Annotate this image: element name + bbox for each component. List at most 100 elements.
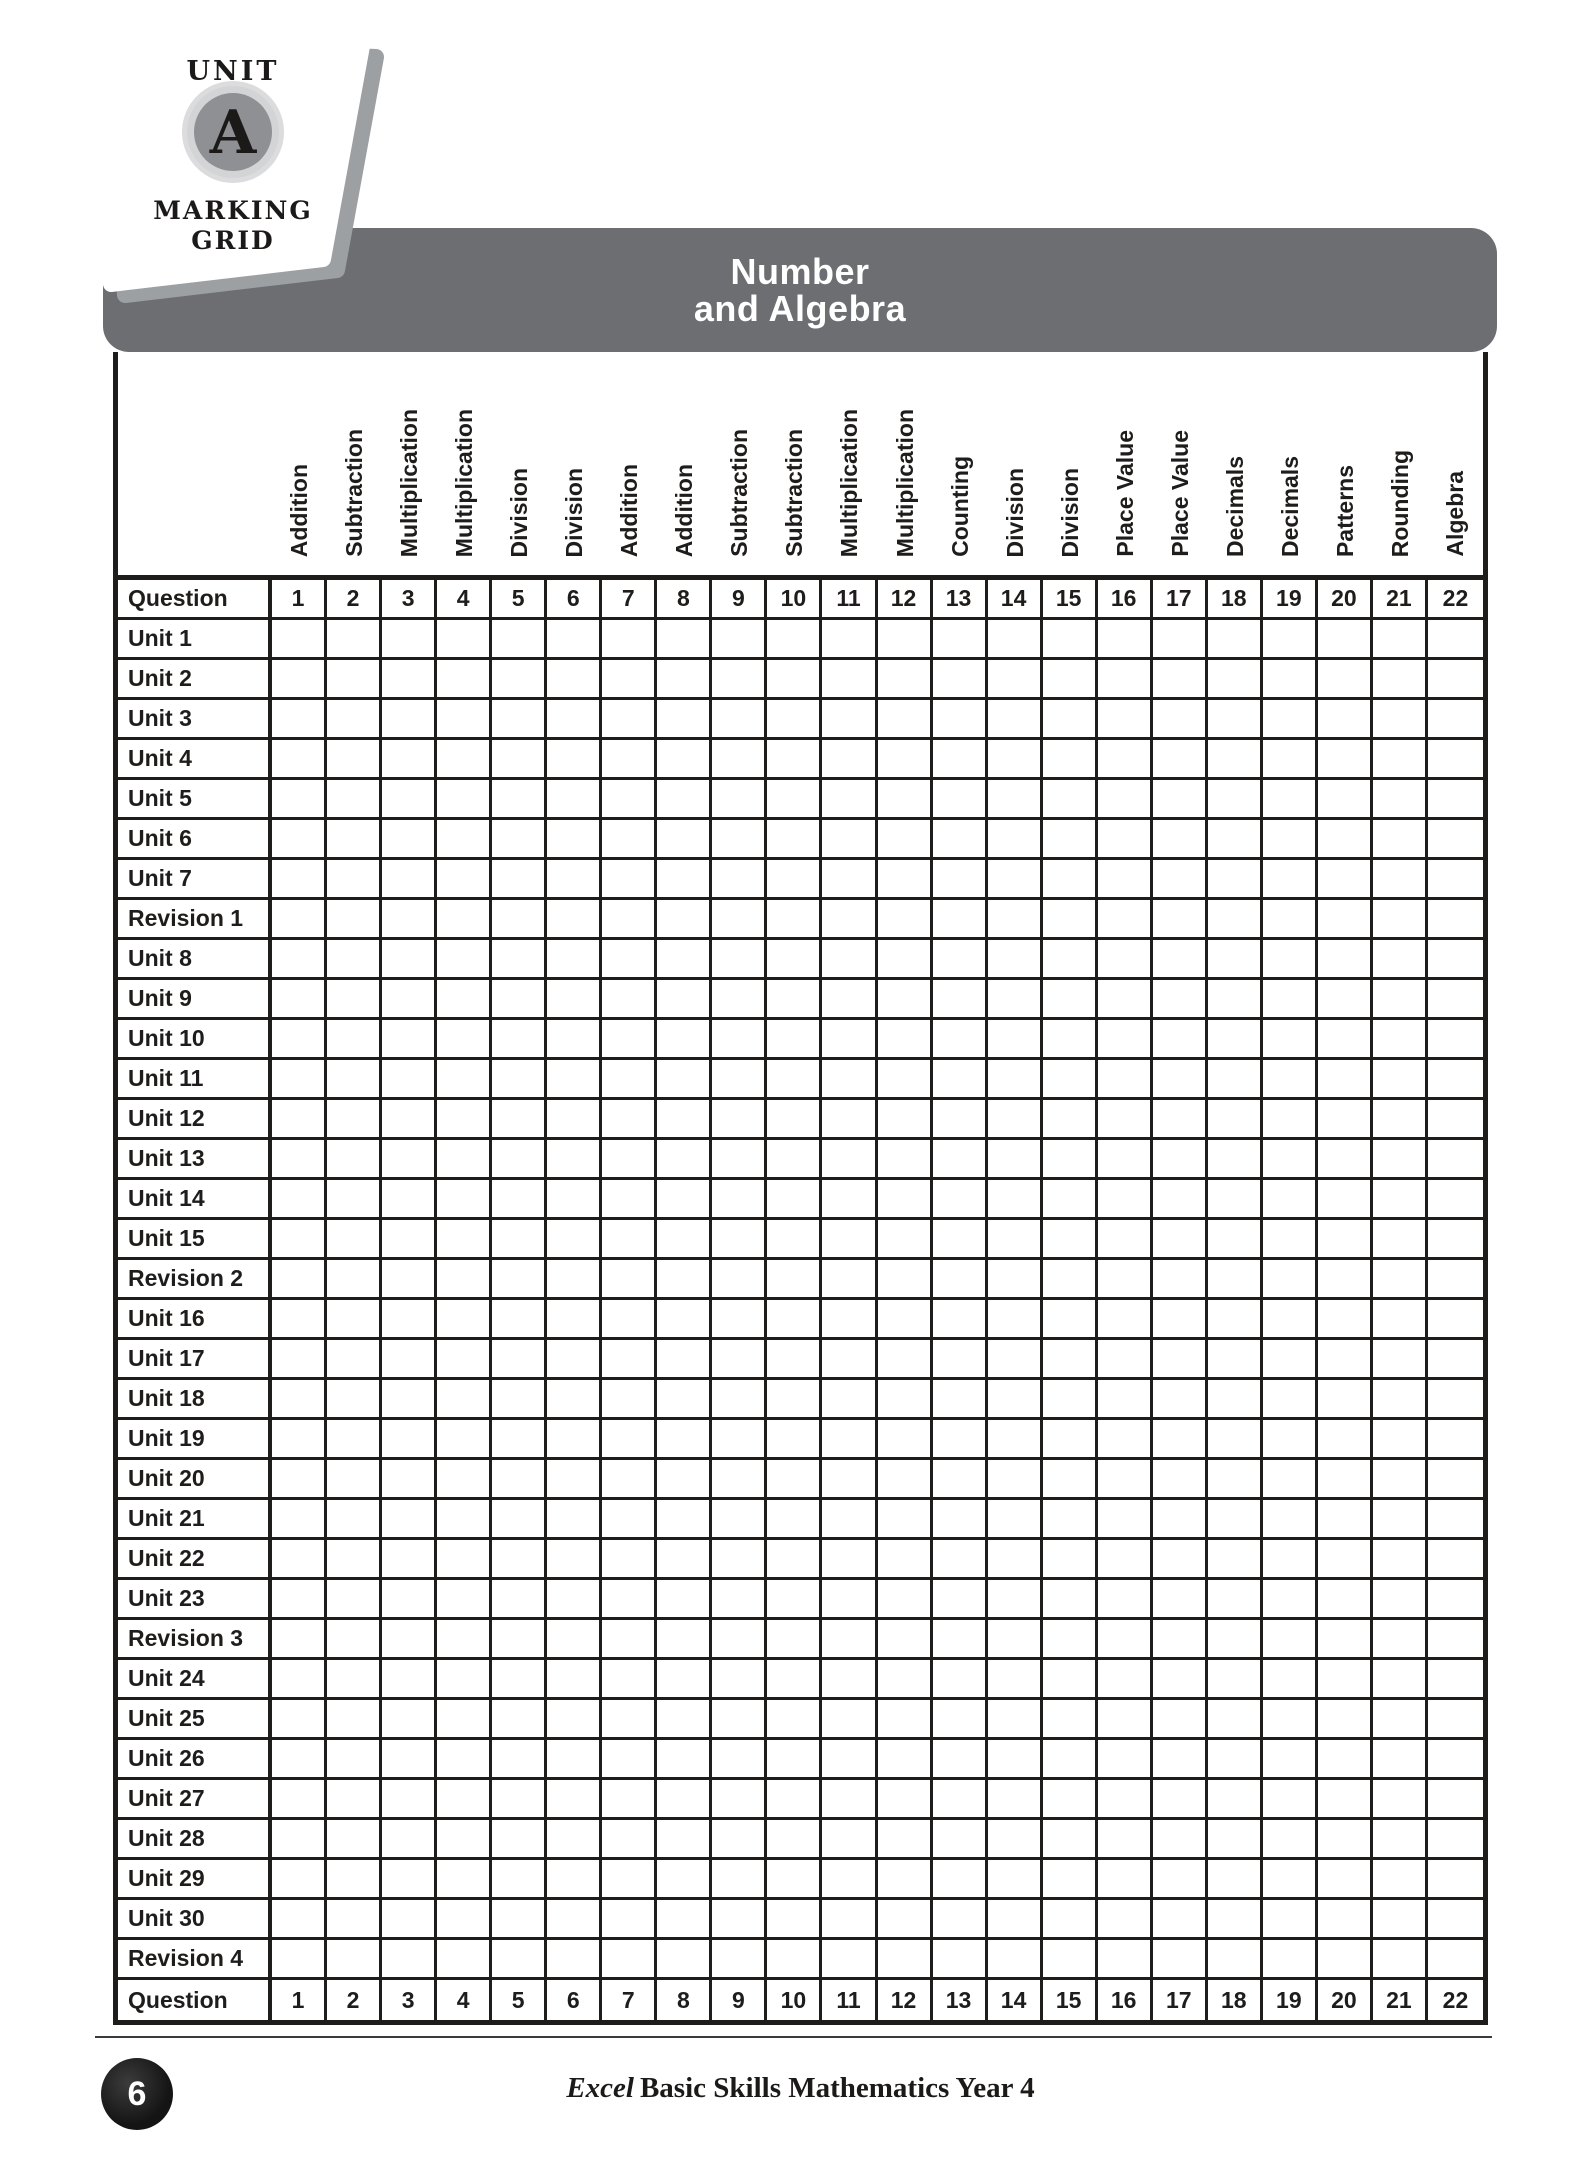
row-label: Unit 22 (118, 1540, 272, 1580)
grid-cell (932, 1500, 988, 1540)
row-label: Unit 30 (118, 1900, 272, 1940)
grid-cell (1317, 1420, 1373, 1460)
grid-cell (712, 1940, 768, 1980)
grid-cell (1207, 1540, 1263, 1580)
grid-cell (767, 1660, 823, 1700)
grid-cell (657, 1420, 713, 1460)
grid-cell (602, 1780, 658, 1820)
grid-cell (1207, 860, 1263, 900)
grid-cell (1262, 1620, 1318, 1660)
grid-cell (1372, 1380, 1428, 1420)
grid-cell (1152, 1540, 1208, 1580)
grid-cell (932, 740, 988, 780)
grid-cell (272, 820, 328, 860)
grid-cell (547, 820, 603, 860)
grid-cell (382, 1700, 438, 1740)
grid-cell (1317, 1940, 1373, 1980)
grid-cell (382, 1820, 438, 1860)
grid-cell (712, 700, 768, 740)
column-topic-19: Decimals (1263, 352, 1318, 575)
grid-cell (492, 1020, 548, 1060)
grid-cell (1097, 1540, 1153, 1580)
grid-cell (492, 660, 548, 700)
grid-cell (767, 1180, 823, 1220)
grid-cell (987, 1300, 1043, 1340)
grid-cell (1372, 1620, 1428, 1660)
grid-cell (327, 860, 383, 900)
question-number-bottom-14: 14 (988, 1980, 1043, 2020)
grid-cell (1427, 1900, 1483, 1940)
banner-title: Number and Algebra (694, 253, 906, 327)
grid-cell (1207, 1260, 1263, 1300)
grid-cell (657, 1060, 713, 1100)
grid-cell (712, 820, 768, 860)
grid-cell (437, 1100, 493, 1140)
grid-cell (272, 1060, 328, 1100)
grid-cell (822, 1820, 878, 1860)
column-topic-label: Place Value (1166, 430, 1193, 557)
grid-cell (492, 1740, 548, 1780)
grid-cell (327, 980, 383, 1020)
grid-cell (1042, 1580, 1098, 1620)
column-topic-label: Subtraction (781, 429, 808, 557)
grid-cell (437, 1540, 493, 1580)
grid-cell (1262, 1540, 1318, 1580)
question-number-bottom-2: 2 (327, 1980, 383, 2020)
grid-cell (822, 1500, 878, 1540)
question-number-bottom-15: 15 (1043, 1980, 1098, 2020)
column-topic-label: Division (1001, 467, 1028, 557)
question-number-top-20: 20 (1317, 580, 1373, 620)
grid-cell (1097, 1340, 1153, 1380)
grid-cell (657, 1700, 713, 1740)
grid-cell (1317, 780, 1373, 820)
grid-cell (492, 1100, 548, 1140)
grid-cell (1042, 740, 1098, 780)
column-topic-10: Subtraction (767, 352, 822, 575)
grid-cell (987, 1580, 1043, 1620)
column-topic-17: Place Value (1153, 352, 1208, 575)
question-number-bottom-10: 10 (767, 1980, 823, 2020)
grid-cell (712, 900, 768, 940)
grid-cell (1372, 660, 1428, 700)
row-label: Unit 27 (118, 1780, 272, 1820)
grid-cell (1042, 1380, 1098, 1420)
grid-cell (1262, 1380, 1318, 1420)
grid-cell (1152, 1820, 1208, 1860)
grid-cell (1427, 860, 1483, 900)
grid-cell (1097, 1260, 1153, 1300)
grid-cell (877, 1380, 933, 1420)
grid-cell (712, 1220, 768, 1260)
grid-cell (1152, 1500, 1208, 1540)
grid-cell (767, 740, 823, 780)
row-label: Unit 16 (118, 1300, 272, 1340)
grid-cell (272, 1700, 328, 1740)
grid-cell (437, 1300, 493, 1340)
grid-cell (1042, 1820, 1098, 1860)
grid-cell (1317, 1700, 1373, 1740)
grid-cell (437, 620, 493, 660)
grid-cell (547, 940, 603, 980)
grid-cell (712, 1140, 768, 1180)
grid-cell (932, 1100, 988, 1140)
grid-cell (272, 1740, 328, 1780)
grid-cell (767, 1900, 823, 1940)
grid-cell (657, 1380, 713, 1420)
grid-cell (602, 1060, 658, 1100)
grid-cell (767, 1940, 823, 1980)
grid-cell (1152, 1020, 1208, 1060)
grid-cell (1207, 1460, 1263, 1500)
grid-cell (1372, 1140, 1428, 1180)
grid-cell (932, 980, 988, 1020)
grid-cell (1152, 1860, 1208, 1900)
grid-cell (1262, 1020, 1318, 1060)
grid-cell (932, 1860, 988, 1900)
grid-cell (1097, 1740, 1153, 1780)
grid-cell (1097, 1820, 1153, 1860)
grid-cell (822, 940, 878, 980)
grid-cell (1207, 740, 1263, 780)
grid-cell (1042, 820, 1098, 860)
grid-cell (657, 780, 713, 820)
grid-cell (382, 1740, 438, 1780)
grid-cell (877, 660, 933, 700)
grid-cell (1427, 620, 1483, 660)
